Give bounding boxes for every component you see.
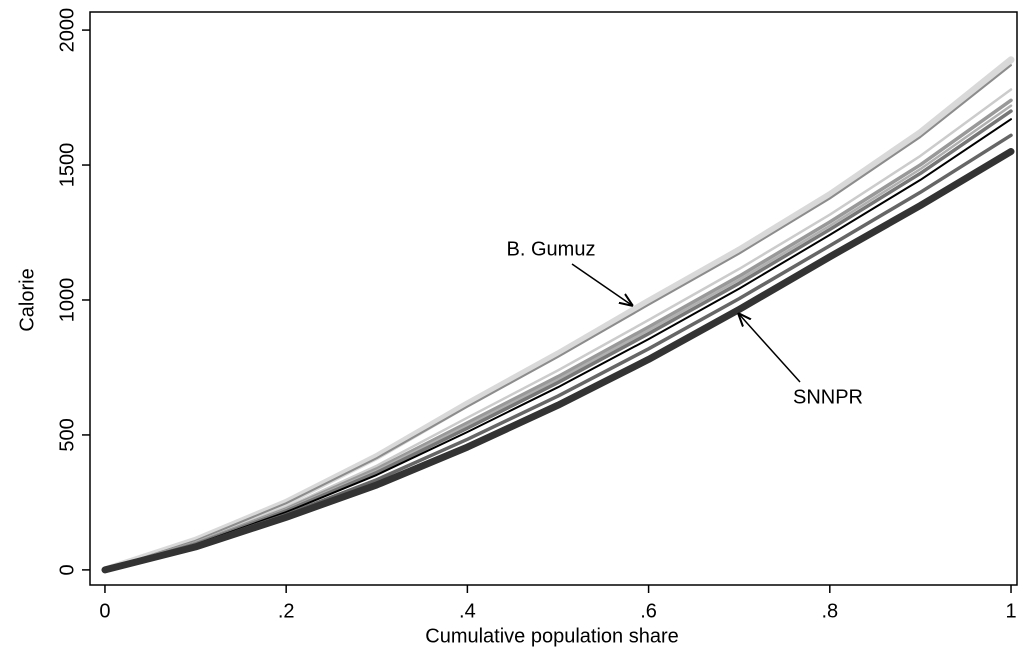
series-line [103,98,1013,572]
x-tick-label: .8 [821,600,838,622]
x-tick-label: .2 [278,600,295,622]
x-tick-label: .6 [640,600,657,622]
annotation-text: SNNPR [793,386,863,408]
x-axis-label: Cumulative population share [425,625,679,647]
y-tick-label: 0 [56,564,78,575]
plot-frame [89,11,1018,586]
series-line [101,56,1015,574]
series-line [104,118,1012,571]
annotation-arrow [571,263,633,306]
series-line [104,64,1012,571]
x-tick-label: .4 [459,600,476,622]
y-axis-label: Calorie [16,268,38,331]
series-line [103,109,1013,572]
x-tick-label: 1 [1005,600,1016,622]
series-line [101,148,1015,574]
annotation-text: B. Gumuz [507,238,596,260]
annotation-arrow [738,313,801,383]
y-tick-label: 500 [56,418,78,451]
y-tick-label: 2000 [56,8,78,53]
y-tick-label: 1000 [56,278,78,323]
y-tick-label: 1500 [56,143,78,188]
x-tick-label: 0 [99,600,110,622]
series-line [103,104,1013,572]
